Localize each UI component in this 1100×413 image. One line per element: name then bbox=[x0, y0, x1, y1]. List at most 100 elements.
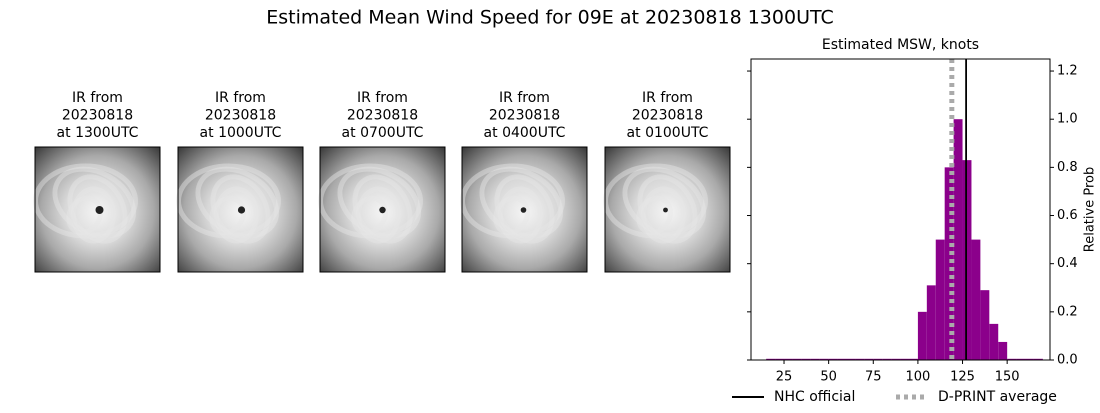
eye bbox=[663, 207, 668, 213]
histogram-bar bbox=[953, 119, 963, 360]
histogram-bar bbox=[891, 358, 901, 360]
cloud-band bbox=[637, 174, 698, 244]
histogram-bar bbox=[980, 290, 990, 360]
image-label: IR from bbox=[72, 90, 123, 106]
satellite-image bbox=[603, 146, 731, 273]
histogram-bar bbox=[846, 358, 856, 360]
image-label: at 0100UTC bbox=[627, 125, 709, 141]
cloud-band bbox=[195, 166, 280, 239]
cloud-band bbox=[52, 166, 137, 239]
image-label: 20230818 bbox=[205, 108, 276, 124]
satellite-image bbox=[318, 146, 446, 273]
figure-title: Estimated Mean Wind Speed for 09E at 202… bbox=[266, 7, 834, 29]
image-label: at 1300UTC bbox=[57, 125, 139, 141]
histogram-bar bbox=[766, 358, 776, 360]
histogram-bar bbox=[926, 285, 936, 360]
cloud-band bbox=[479, 166, 564, 239]
cloud-band bbox=[210, 174, 271, 244]
x-tick-label: 50 bbox=[820, 370, 837, 385]
image-label: IR from bbox=[215, 90, 266, 106]
satellite-image bbox=[460, 146, 588, 273]
legend-label: NHC official bbox=[774, 389, 855, 405]
histogram-bar bbox=[775, 358, 785, 360]
image-label: IR from bbox=[642, 90, 693, 106]
histogram-bar bbox=[944, 167, 954, 360]
histogram-bar bbox=[801, 358, 811, 360]
y-tick-label: 0.0 bbox=[1057, 353, 1078, 368]
image-label: 20230818 bbox=[489, 108, 560, 124]
image-label: 20230818 bbox=[347, 108, 418, 124]
histogram-bar bbox=[855, 358, 865, 360]
cloud-band bbox=[352, 174, 413, 244]
histogram-bar bbox=[784, 358, 793, 360]
x-tick-label: 25 bbox=[776, 370, 793, 385]
image-frame bbox=[34, 146, 161, 273]
image-frame bbox=[177, 146, 304, 273]
histogram-bar bbox=[935, 239, 945, 360]
cloud-band bbox=[636, 195, 673, 236]
image-label: IR from bbox=[499, 90, 550, 106]
histogram-bar bbox=[873, 358, 883, 360]
y-tick-label: 0.2 bbox=[1057, 304, 1078, 319]
legend-label: D-PRINT average bbox=[938, 389, 1057, 405]
histogram-bar bbox=[900, 358, 909, 360]
cloud-band bbox=[214, 186, 259, 244]
cloud-band bbox=[493, 195, 530, 236]
cloud-band bbox=[498, 186, 543, 244]
histogram-bar bbox=[882, 358, 892, 360]
cloud-band bbox=[66, 195, 103, 236]
histogram-bar bbox=[1033, 358, 1043, 360]
histogram-bar bbox=[989, 323, 999, 360]
plot-frame bbox=[750, 58, 1051, 361]
image-label: 20230818 bbox=[62, 108, 133, 124]
eye bbox=[379, 206, 386, 214]
y-tick-label: 0.4 bbox=[1057, 256, 1078, 271]
satellite-image bbox=[176, 146, 304, 273]
eye bbox=[237, 206, 246, 214]
y-axis-label: Relative Prob bbox=[1083, 167, 1098, 252]
histogram-bar bbox=[1016, 358, 1026, 360]
histogram-bar bbox=[837, 358, 847, 360]
image-frame bbox=[319, 146, 446, 273]
cloud-band bbox=[622, 166, 707, 239]
eye bbox=[520, 207, 527, 213]
histogram-bar bbox=[1025, 358, 1034, 360]
histogram-bar bbox=[828, 358, 838, 360]
histogram-bar bbox=[971, 239, 981, 360]
cloud-band bbox=[356, 186, 401, 244]
y-tick-label: 1.0 bbox=[1057, 112, 1078, 127]
histogram-bar bbox=[864, 358, 874, 360]
y-tick-label: 1.2 bbox=[1057, 64, 1078, 79]
x-tick-label: 100 bbox=[905, 370, 930, 385]
histogram-bar bbox=[792, 358, 802, 360]
image-frame bbox=[461, 146, 588, 273]
x-tick-label: 125 bbox=[950, 370, 975, 385]
cloud-band bbox=[71, 186, 116, 244]
histogram-bar bbox=[819, 358, 829, 360]
eye bbox=[95, 206, 104, 214]
x-tick-label: 75 bbox=[865, 370, 882, 385]
histogram-bar bbox=[917, 311, 927, 360]
chart-title: Estimated MSW, knots bbox=[822, 37, 979, 53]
histogram-bar bbox=[908, 358, 918, 360]
cloud-band bbox=[67, 174, 128, 244]
histogram-bar bbox=[810, 358, 820, 360]
y-tick-label: 0.6 bbox=[1057, 208, 1078, 223]
image-label: 20230818 bbox=[632, 108, 703, 124]
histogram-bar bbox=[998, 341, 1008, 360]
image-label: at 0400UTC bbox=[484, 125, 566, 141]
image-label: IR from bbox=[357, 90, 408, 106]
histogram-bar bbox=[1007, 358, 1017, 360]
cloud-band bbox=[209, 195, 246, 236]
image-frame bbox=[604, 146, 731, 273]
cloud-band bbox=[351, 195, 388, 236]
satellite-image bbox=[33, 146, 161, 273]
image-label: at 0700UTC bbox=[342, 125, 424, 141]
cloud-band bbox=[337, 166, 422, 239]
cloud-band bbox=[494, 174, 555, 244]
cloud-band bbox=[641, 186, 686, 244]
x-tick-label: 150 bbox=[995, 370, 1020, 385]
y-tick-label: 0.8 bbox=[1057, 160, 1078, 175]
image-label: at 1000UTC bbox=[200, 125, 282, 141]
